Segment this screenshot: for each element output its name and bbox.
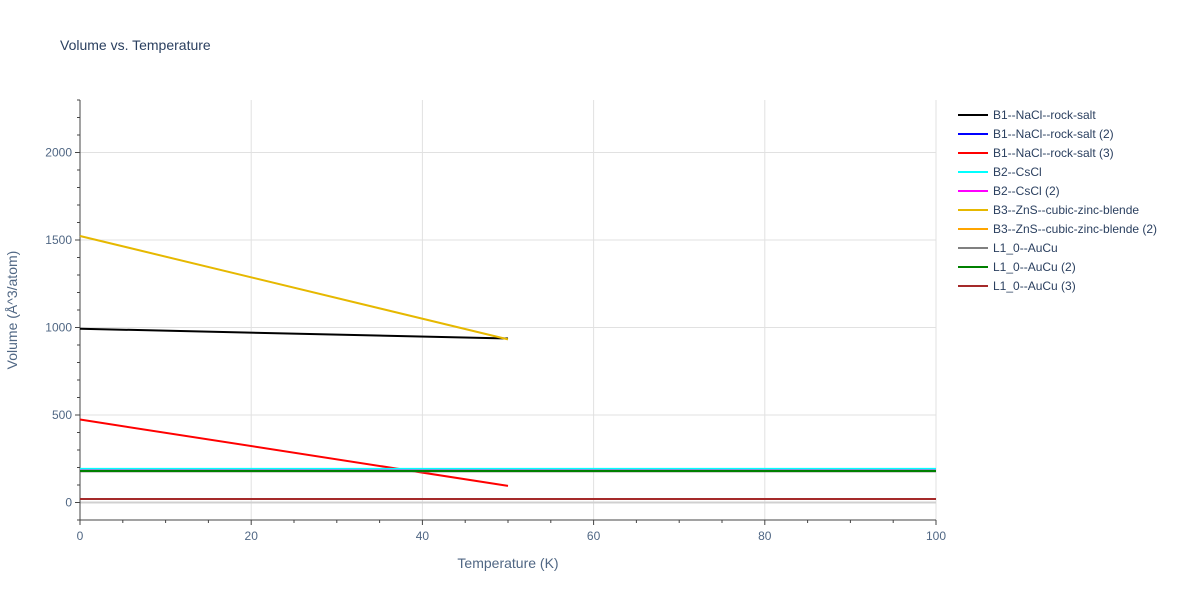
series-line-0 xyxy=(79,327,509,340)
legend-item[interactable]: B2--CsCl xyxy=(958,165,1042,179)
x-tick-label: 0 xyxy=(77,529,84,543)
legend-item[interactable]: B3--ZnS--cubic-zinc-blende (2) xyxy=(958,222,1157,236)
x-tick-labels: 0 20 40 60 80 100 xyxy=(77,529,947,543)
legend-item[interactable]: B1--NaCl--rock-salt xyxy=(958,108,1096,122)
x-tick-label: 100 xyxy=(926,529,946,543)
y-tick-label: 2000 xyxy=(45,146,72,160)
x-tick-label: 60 xyxy=(587,529,601,543)
legend-label: L1_0--AuCu (3) xyxy=(993,279,1076,293)
legend-label: B2--CsCl (2) xyxy=(993,184,1060,198)
y-tick-label: 500 xyxy=(52,408,72,422)
legend-label: B1--NaCl--rock-salt (3) xyxy=(993,146,1114,160)
x-tick-label: 80 xyxy=(758,529,772,543)
y-tick-label: 1000 xyxy=(45,321,72,335)
legend-label: L1_0--AuCu (2) xyxy=(993,260,1076,274)
axes xyxy=(75,99,937,525)
x-tick-label: 40 xyxy=(416,529,430,543)
legend-label: B3--ZnS--cubic-zinc-blende (2) xyxy=(993,222,1157,236)
series-line-5 xyxy=(79,235,509,341)
gridlines xyxy=(80,100,937,520)
legend-item[interactable]: L1_0--AuCu (2) xyxy=(958,260,1076,274)
legend-item[interactable]: B2--CsCl (2) xyxy=(958,184,1060,198)
y-tick-label: 1500 xyxy=(45,233,72,247)
y-tick-labels: 0 500 1000 1500 2000 xyxy=(45,146,72,510)
legend[interactable]: B1--NaCl--rock-salt B1--NaCl--rock-salt (… xyxy=(958,108,1157,293)
y-axis-title: Volume (Å^3/atom) xyxy=(4,251,20,370)
legend-item[interactable]: L1_0--AuCu xyxy=(958,241,1058,255)
legend-item[interactable]: B1--NaCl--rock-salt (2) xyxy=(958,127,1114,141)
legend-label: L1_0--AuCu xyxy=(993,241,1058,255)
chart-title: Volume vs. Temperature xyxy=(60,37,211,53)
x-axis-title: Temperature (K) xyxy=(457,555,558,571)
legend-item[interactable]: B1--NaCl--rock-salt (3) xyxy=(958,146,1114,160)
y-tick-label: 0 xyxy=(65,496,72,510)
legend-label: B3--ZnS--cubic-zinc-blende xyxy=(993,203,1139,217)
legend-item[interactable]: L1_0--AuCu (3) xyxy=(958,279,1076,293)
legend-label: B1--NaCl--rock-salt xyxy=(993,108,1096,122)
legend-label: B2--CsCl xyxy=(993,165,1042,179)
x-tick-label: 20 xyxy=(245,529,259,543)
legend-label: B1--NaCl--rock-salt (2) xyxy=(993,127,1114,141)
legend-item[interactable]: B3--ZnS--cubic-zinc-blende xyxy=(958,203,1139,217)
series-line-2 xyxy=(79,418,509,487)
series-lines xyxy=(79,235,936,500)
